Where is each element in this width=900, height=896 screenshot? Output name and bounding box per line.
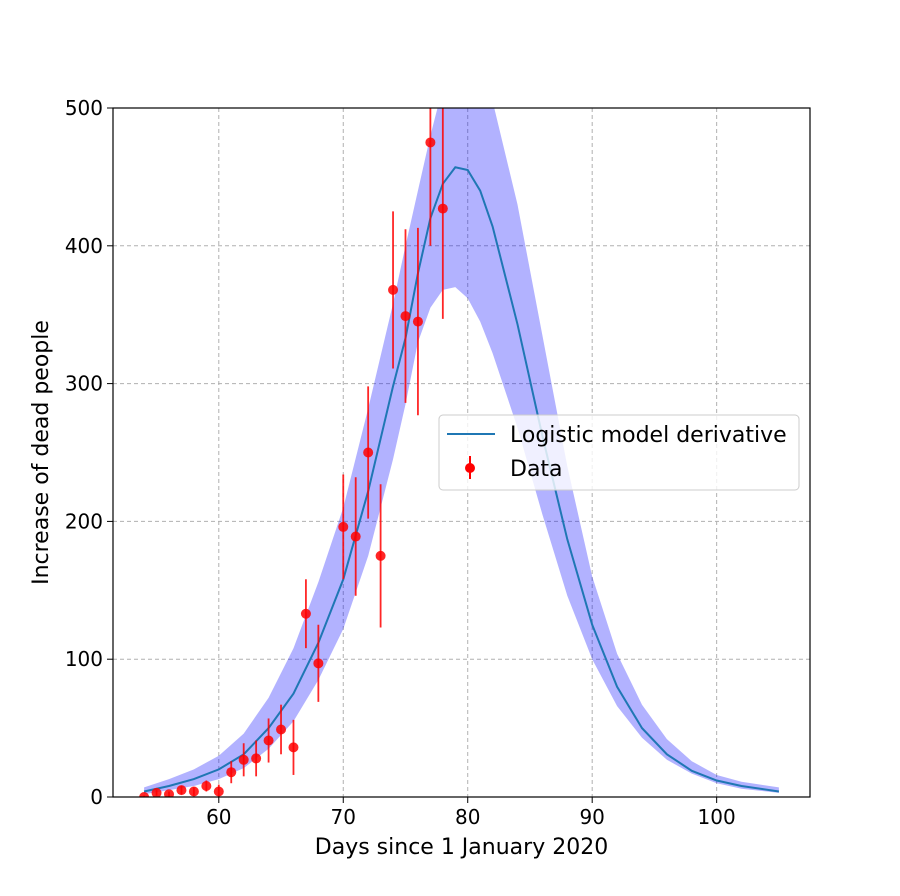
y-tick-label: 400 (65, 234, 103, 258)
x-axis-title: Days since 1 January 2020 (315, 835, 608, 860)
y-tick-label: 200 (65, 509, 103, 533)
confidence-band-layer (144, 108, 779, 795)
confidence-band (144, 108, 779, 795)
data-point (263, 735, 274, 746)
axis-ticks: 60 70 80 90 100 0 100 200 300 400 500 (65, 96, 736, 829)
model-line (143, 166, 780, 793)
data-point (313, 658, 324, 669)
data-point (188, 786, 199, 797)
y-axis-title: Increase of dead people (29, 320, 54, 585)
x-tick-label: 60 (206, 805, 231, 829)
data-point (251, 753, 262, 764)
data-point (400, 311, 411, 322)
legend-box (438, 414, 800, 491)
data-point (375, 550, 386, 561)
y-tick-label: 500 (65, 96, 103, 120)
data-point (276, 724, 287, 735)
x-tick-label: 90 (579, 805, 604, 829)
model-line-layer (143, 166, 780, 793)
data-point (437, 203, 448, 214)
data-point (238, 754, 249, 765)
data-point (139, 792, 150, 797)
data-points-layer (139, 108, 448, 797)
data-point (350, 531, 361, 542)
data-point (288, 742, 299, 753)
data-point (201, 780, 212, 791)
data-point (213, 786, 224, 797)
data-point (363, 447, 374, 458)
data-point (388, 284, 399, 295)
plot-frame (112, 107, 811, 798)
data-point (176, 785, 187, 796)
y-tick-label: 100 (65, 647, 103, 671)
data-point (226, 767, 237, 778)
y-tick-label: 0 (90, 785, 103, 809)
legend-marker-swatch (465, 463, 475, 473)
legend: Logistic model derivative Data (438, 414, 800, 491)
x-tick-label: 70 (331, 805, 356, 829)
data-point (338, 521, 349, 532)
data-point (425, 137, 436, 148)
data-point (151, 787, 162, 797)
y-tick-label: 300 (65, 372, 103, 396)
x-tick-label: 100 (698, 805, 736, 829)
data-point (300, 608, 311, 619)
x-tick-label: 80 (455, 805, 480, 829)
data-point (412, 316, 423, 327)
legend-label-data: Data (510, 457, 563, 482)
legend-label-model: Logistic model derivative (510, 423, 787, 448)
data-point (164, 789, 175, 797)
